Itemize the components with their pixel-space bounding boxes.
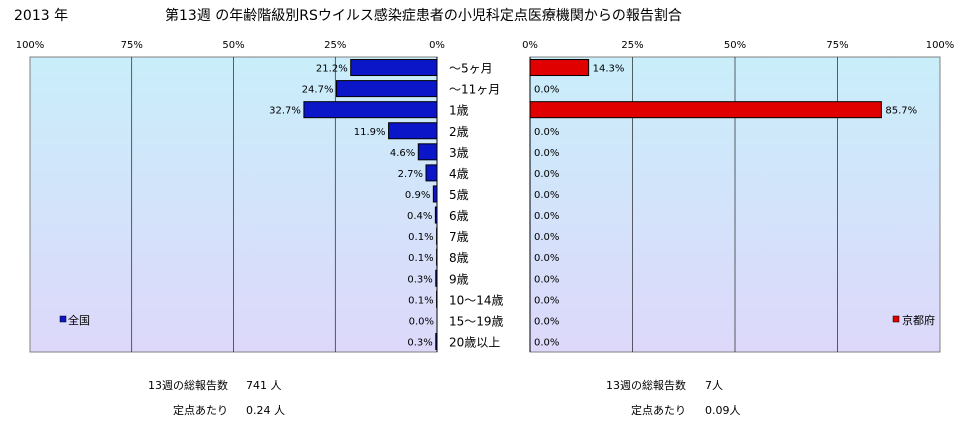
national-data-label: 0.1% — [408, 232, 433, 243]
national-bar — [436, 333, 437, 349]
national-data-label: 32.7% — [269, 106, 301, 117]
chart-title: 第13週 の年齢階級別RSウイルス感染症患者の小児科定点医療機関からの報告割合 — [165, 7, 682, 24]
category-label: 20歳以上 — [449, 335, 500, 349]
kyoto-data-label: 0.0% — [534, 232, 559, 243]
national-data-label: 0.9% — [405, 190, 430, 201]
kyoto-summary-label: 13週の総報告数 — [606, 378, 686, 392]
kyoto-legend-label: 京都府 — [902, 313, 935, 327]
year-label: 2013 年 — [14, 8, 68, 24]
national-bar — [426, 165, 437, 181]
kyoto-bar — [530, 60, 589, 76]
category-label: 10～14歳 — [449, 293, 504, 307]
kyoto-data-label: 0.0% — [534, 85, 559, 96]
kyoto-data-label: 85.7% — [885, 106, 917, 117]
kyoto-data-label: 0.0% — [534, 211, 559, 222]
national-panel: 100% 75% 50% 25% 0% 21.2% 24.7%32.7% 11.9% 4.6% 2… — [16, 40, 445, 417]
kyoto-x-tick-label: 75% — [826, 40, 848, 51]
national-bar — [433, 186, 437, 202]
category-label: 4歳 — [449, 167, 469, 181]
national-bar — [436, 270, 437, 286]
national-bar — [418, 144, 437, 160]
national-data-label: 0.4% — [407, 211, 432, 222]
kyoto-x-tick-label: 25% — [621, 40, 643, 51]
kyoto-x-tick-label: 100% — [926, 40, 955, 51]
national-data-label: 11.9% — [354, 127, 386, 138]
category-label: 1歳 — [449, 104, 469, 118]
national-data-label: 0.3% — [407, 274, 432, 285]
national-x-tick-label: 0% — [429, 40, 445, 51]
category-label: 7歳 — [449, 230, 469, 244]
national-x-tick-label: 75% — [121, 40, 143, 51]
kyoto-x-tick-label: 50% — [724, 40, 746, 51]
national-bar — [336, 81, 437, 97]
national-bar — [304, 102, 437, 118]
national-data-label: 24.7% — [302, 85, 334, 96]
national-data-label: 0.3% — [407, 337, 432, 348]
kyoto-summary-value: 0.09人 — [705, 404, 741, 417]
kyoto-data-label: 0.0% — [534, 253, 559, 264]
kyoto-bar — [530, 102, 881, 118]
category-label: ～11ヶ月 — [449, 83, 500, 97]
national-x-tick-label: 50% — [222, 40, 244, 51]
national-legend-swatch — [60, 316, 66, 322]
national-data-label: 0.0% — [409, 316, 434, 327]
kyoto-data-label: 0.0% — [534, 337, 559, 348]
category-axis: ～5ヶ月 ～11ヶ月 1歳 2歳 3歳 4歳 5歳 6歳 7歳 8歳 9歳 10～14歳 15～19歳 2… — [449, 62, 504, 350]
kyoto-data-label: 0.0% — [534, 148, 559, 159]
category-label: 15～19歳 — [449, 314, 504, 328]
category-label: 5歳 — [449, 188, 469, 202]
kyoto-data-label: 0.0% — [534, 295, 559, 306]
category-label: 8歳 — [449, 251, 469, 265]
category-label: 3歳 — [449, 146, 469, 160]
kyoto-x-tick-label: 0% — [522, 40, 538, 51]
kyoto-panel: 0% 25% 50% 75% 100% 14.3% 0.0% 85.7% 0.0% 0.0% 0.0… — [522, 40, 954, 417]
category-label: 9歳 — [449, 272, 469, 286]
national-bar — [435, 207, 437, 223]
category-label: 6歳 — [449, 209, 469, 223]
category-label: ～5ヶ月 — [449, 62, 493, 76]
national-data-label: 21.2% — [316, 64, 348, 75]
kyoto-data-label: 0.0% — [534, 274, 559, 285]
kyoto-summary-label: 定点あたり — [631, 403, 686, 417]
national-summary-value: 741 人 — [246, 379, 282, 392]
national-legend-label: 全国 — [68, 313, 90, 327]
national-bar — [351, 60, 437, 76]
national-data-label: 0.1% — [408, 253, 433, 264]
national-data-label: 0.1% — [408, 295, 433, 306]
kyoto-data-label: 0.0% — [534, 316, 559, 327]
kyoto-legend-swatch — [893, 316, 899, 322]
national-x-tick-label: 25% — [324, 40, 346, 51]
national-summary-value: 0.24 人 — [246, 404, 285, 417]
national-bar — [389, 123, 437, 139]
national-data-label: 2.7% — [398, 169, 423, 180]
national-summary-label: 13週の総報告数 — [148, 378, 228, 392]
kyoto-data-label: 14.3% — [593, 64, 625, 75]
kyoto-summary-value: 7人 — [705, 379, 723, 392]
national-data-label: 4.6% — [390, 148, 415, 159]
kyoto-data-label: 0.0% — [534, 169, 559, 180]
kyoto-data-label: 0.0% — [534, 127, 559, 138]
category-label: 2歳 — [449, 125, 469, 139]
kyoto-data-label: 0.0% — [534, 190, 559, 201]
national-summary-label: 定点あたり — [173, 403, 228, 417]
national-x-tick-label: 100% — [16, 40, 45, 51]
